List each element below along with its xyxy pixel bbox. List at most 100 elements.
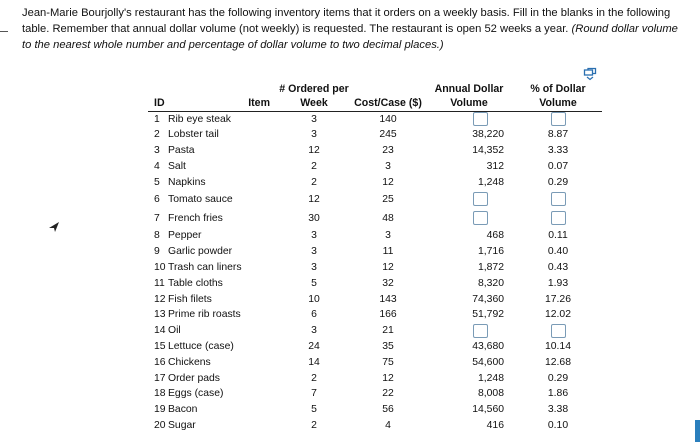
row-id: 10 <box>154 262 166 274</box>
row-cost-per-case: 35 <box>382 341 394 353</box>
header-percent-dollar-volume: % of Dollar Volume <box>514 78 602 112</box>
row-ordered-per-week: 24 <box>308 341 320 353</box>
percent-dollar-volume: 3.38 <box>547 404 569 416</box>
row-cost-per-case: 166 <box>379 309 397 321</box>
row-item: Trash can liners <box>168 262 242 274</box>
table-row: 13 Prime rib roasts 6 166 51,792 12.02 <box>148 307 602 323</box>
row-cost-per-case: 245 <box>379 129 397 141</box>
percent-dollar-volume: 0.29 <box>547 372 569 384</box>
row-item: Table cloths <box>168 277 223 289</box>
inventory-table: ID Item # Ordered per Week Cost/Case ($)… <box>148 78 602 434</box>
row-id: 5 <box>154 176 160 188</box>
row-ordered-per-week: 12 <box>308 194 320 206</box>
row-item: Pasta <box>168 145 195 157</box>
annual-dollar-volume-cell <box>424 111 514 127</box>
question-prompt: Jean-Marie Bourjolly's restaurant has th… <box>22 5 700 53</box>
row-id: 15 <box>154 341 166 353</box>
row-ordered-per-week: 3 <box>311 325 317 337</box>
row-item: Rib eye steak <box>168 113 231 125</box>
row-ordered-per-week: 6 <box>311 309 317 321</box>
header-id: ID <box>148 78 168 112</box>
percent-dollar-volume: 1.93 <box>547 277 569 289</box>
row-ordered-per-week: 3 <box>311 129 317 141</box>
table-row: 7 French fries 30 48 <box>148 209 602 228</box>
annual-dollar-volume: 51,792 <box>472 309 504 321</box>
annual-dollar-volume: 468 <box>486 230 504 242</box>
row-id: 2 <box>154 129 160 141</box>
row-item: Salt <box>168 160 186 172</box>
annual-dollar-volume-input[interactable] <box>473 192 488 207</box>
percent-dollar-volume-cell <box>514 323 602 339</box>
row-item: Garlic powder <box>168 246 233 258</box>
percent-dollar-volume: 10.14 <box>544 341 571 353</box>
row-item: Fish filets <box>168 293 212 305</box>
annual-dollar-volume: 38,220 <box>472 129 504 141</box>
row-id: 1 <box>154 113 160 125</box>
row-ordered-per-week: 7 <box>311 388 317 400</box>
row-ordered-per-week: 10 <box>308 293 320 305</box>
row-ordered-per-week: 5 <box>311 277 317 289</box>
prompt-line-3: to the nearest whole number and percenta… <box>22 39 444 51</box>
row-item: Eggs (case) <box>168 388 224 400</box>
percent-dollar-volume: 0.07 <box>547 160 569 172</box>
row-cost-per-case: 56 <box>382 404 394 416</box>
annual-dollar-volume-input[interactable] <box>473 111 488 126</box>
row-ordered-per-week: 2 <box>311 372 317 384</box>
prompt-line-2-text: table. Remember that annual dollar volum… <box>22 23 572 35</box>
row-ordered-per-week: 12 <box>308 145 320 157</box>
annual-dollar-volume-input[interactable] <box>473 211 488 226</box>
row-id: 13 <box>154 309 166 321</box>
prompt-line-2: table. Remember that annual dollar volum… <box>22 21 700 37</box>
percent-dollar-volume: 0.10 <box>547 420 569 432</box>
row-item: Bacon <box>168 404 198 416</box>
annual-dollar-volume-input[interactable] <box>473 323 488 338</box>
row-id: 18 <box>154 388 166 400</box>
table-row: 15 Lettuce (case) 24 35 43,680 10.14 <box>148 339 602 355</box>
table-row: 19 Bacon 5 56 14,560 3.38 <box>148 402 602 418</box>
annual-dollar-volume-cell <box>424 323 514 339</box>
row-cost-per-case: 25 <box>382 194 394 206</box>
percent-dollar-volume: 0.29 <box>547 176 569 188</box>
percent-dollar-volume-input[interactable] <box>550 192 566 207</box>
percent-dollar-volume: 0.11 <box>548 230 568 242</box>
table-row: 4 Salt 2 3 312 0.07 <box>148 159 602 175</box>
row-item: Napkins <box>168 176 206 188</box>
annual-dollar-volume: 14,352 <box>472 145 504 157</box>
table-row: 6 Tomato sauce 12 25 <box>148 190 602 209</box>
table-row: 16 Chickens 14 75 54,600 12.68 <box>148 355 602 371</box>
header-annual-dollar-volume: Annual Dollar Volume <box>424 78 514 112</box>
percent-dollar-volume-input[interactable] <box>550 211 566 226</box>
percent-dollar-volume-input[interactable] <box>550 111 566 126</box>
annual-dollar-volume: 416 <box>486 420 504 432</box>
percent-dollar-volume: 17.26 <box>544 293 571 305</box>
annual-dollar-volume-cell <box>424 209 514 228</box>
table-row: 9 Garlic powder 3 11 1,716 0.40 <box>148 244 602 260</box>
header-cost-per-case: Cost/Case ($) <box>352 78 424 112</box>
row-id: 20 <box>154 420 166 432</box>
row-cost-per-case: 23 <box>382 145 394 157</box>
row-item: Order pads <box>168 372 220 384</box>
table-row: 5 Napkins 2 12 1,248 0.29 <box>148 175 602 191</box>
row-id: 12 <box>154 293 166 305</box>
annual-dollar-volume-cell <box>424 190 514 209</box>
annual-dollar-volume: 54,600 <box>472 356 504 368</box>
percent-dollar-volume: 12.68 <box>544 356 571 368</box>
table-row: 1 Rib eye steak 3 140 <box>148 111 602 127</box>
table-row: 11 Table cloths 5 32 8,320 1.93 <box>148 276 602 292</box>
annual-dollar-volume: 8,008 <box>477 388 504 400</box>
row-cost-per-case: 11 <box>382 246 394 258</box>
row-cost-per-case: 140 <box>379 113 397 125</box>
row-id: 4 <box>154 160 160 172</box>
annual-dollar-volume: 1,248 <box>477 176 504 188</box>
row-cost-per-case: 3 <box>385 160 391 172</box>
table-row: 20 Sugar 2 4 416 0.10 <box>148 418 602 434</box>
row-id: 6 <box>154 194 160 206</box>
annual-dollar-volume: 8,320 <box>477 277 504 289</box>
copy-table-icon[interactable] <box>583 67 597 81</box>
percent-dollar-volume: 1.86 <box>547 388 569 400</box>
percent-dollar-volume-input[interactable] <box>550 323 566 338</box>
row-cost-per-case: 22 <box>382 388 394 400</box>
percent-dollar-volume-cell <box>514 209 602 228</box>
row-id: 3 <box>154 145 160 157</box>
row-cost-per-case: 48 <box>382 213 394 225</box>
